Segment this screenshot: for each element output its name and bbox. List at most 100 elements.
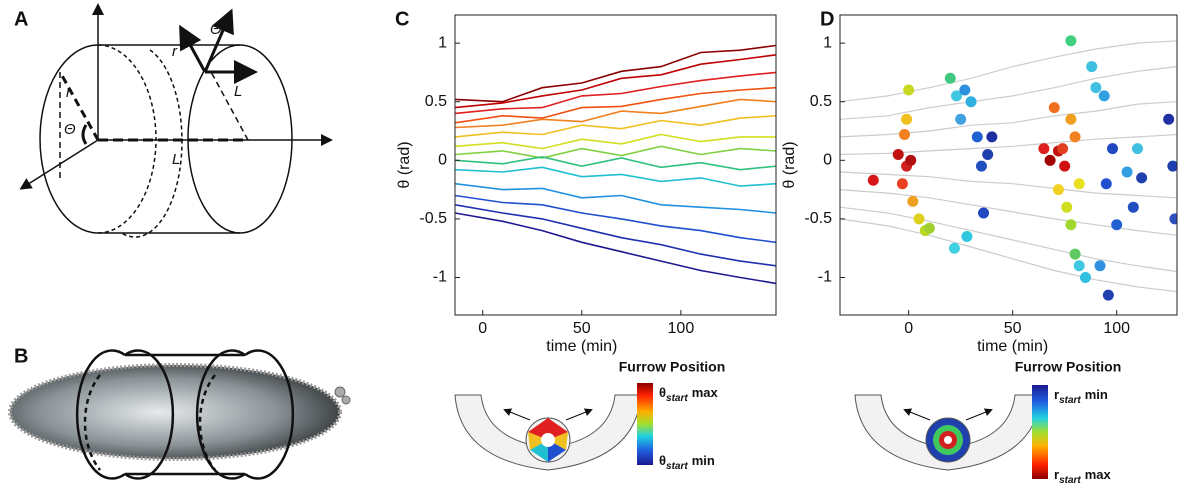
point [903,84,915,96]
label-text: max [692,385,719,400]
point [1059,160,1071,172]
label-subscript: start [1059,395,1081,406]
y-tick-label: 0 [823,152,832,169]
point [1127,201,1139,213]
embryo-diagram [8,349,351,480]
panel-label: D [820,8,834,30]
axes-frame [839,14,1178,316]
point [1169,213,1177,225]
point [1086,61,1098,73]
series-line [455,155,776,171]
series-line [455,204,776,267]
point [1065,113,1077,125]
furrow-schematic [454,394,642,471]
y-tick-label: -0.5 [804,210,832,227]
plot-area [840,35,1177,301]
label-symbol: θ [659,453,666,468]
point [1111,219,1123,231]
diagram-label: L [234,83,242,100]
x-tick-label: 100 [668,320,695,337]
x-axis-label: time (min) [546,338,617,355]
y-axis-label: θ (rad) [396,141,413,188]
trajectory-line [840,101,1177,138]
x-tick-label: 0 [904,320,913,337]
point [896,178,908,190]
diagram-label: r [172,43,178,60]
point [1044,154,1056,166]
point [1079,272,1091,283]
point [982,148,994,160]
point [1069,131,1081,143]
point [905,154,917,166]
colorbar [1032,385,1048,479]
label-symbol: θ [659,385,666,400]
point [1121,166,1133,178]
furrow-schematic [854,394,1042,471]
point [948,242,960,254]
cylinder-diagram [19,3,333,238]
point [867,174,879,186]
label-text: min [692,453,715,468]
series-line [455,98,776,129]
point [944,72,956,84]
trajectory-line [840,189,1177,236]
trajectory-line [840,206,1177,273]
point [1065,219,1077,231]
point [892,148,904,160]
point [975,160,987,172]
point [1163,113,1175,125]
point [1052,184,1064,196]
colorbar-label: θstart min [659,453,715,471]
point [986,131,998,143]
plot-area [455,44,776,285]
colorbar-title: Furrow Position [1015,359,1122,375]
point [950,90,962,102]
y-tick-label: 0.5 [810,93,832,110]
trajectory-line [840,218,1177,293]
x-tick-label: 0 [478,320,487,337]
x-tick-label: 100 [1103,320,1130,337]
y-tick-label: -1 [433,269,447,286]
point [1102,289,1114,301]
point [1131,143,1143,155]
y-tick-label: -1 [818,269,832,286]
diagram-label: L [172,151,180,168]
y-axis-label: θ (rad) [781,141,798,188]
y-tick-label: 0 [438,152,447,169]
y-tick-label: 1 [438,34,447,51]
point [923,222,935,234]
point [898,129,910,141]
point [1038,143,1050,155]
point [1094,260,1106,272]
colorbar-label: rstart min [1054,387,1108,405]
point [1167,160,1177,172]
point [961,230,973,242]
point [971,131,983,143]
point [1107,143,1119,155]
diagram-label: Θ [210,21,222,38]
point [1057,143,1069,155]
point [955,113,967,125]
colorbar [637,383,653,465]
point [1136,172,1148,184]
x-tick-label: 50 [573,320,591,337]
diagram-label: r [66,84,72,101]
trajectory-line [840,66,1177,120]
series-line [455,44,776,103]
series-line [455,212,776,285]
point [913,213,925,225]
y-tick-label: 1 [823,34,832,51]
panel-label: C [395,8,409,30]
label-text: min [1085,387,1108,402]
point [1098,90,1110,102]
series-line [455,182,776,214]
point [978,207,990,219]
point [965,96,977,108]
label-subscript: start [666,461,688,472]
series-line [455,54,776,109]
series-line [455,115,776,138]
point [1073,260,1085,272]
y-tick-label: 0.5 [425,93,447,110]
point [901,113,913,125]
